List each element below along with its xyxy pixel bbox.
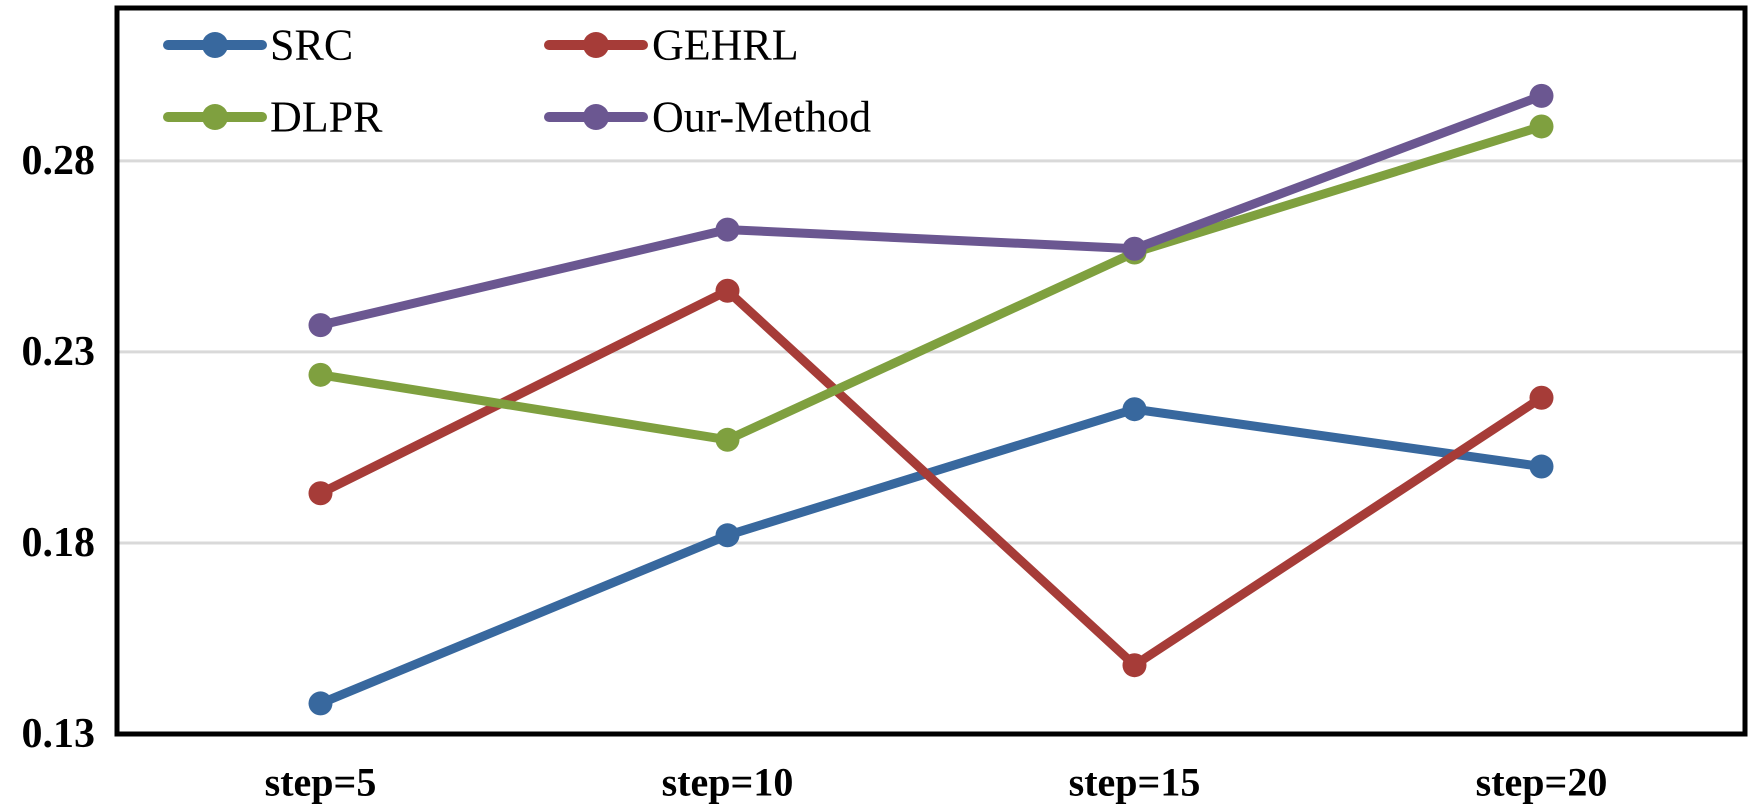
- data-point-DLPR-step=10: [715, 427, 740, 452]
- y-axis-tick-label: 0.28: [22, 138, 96, 184]
- legend-swatch-marker-Our-Method: [583, 104, 609, 130]
- legend-swatch-marker-GEHRL: [583, 32, 609, 58]
- data-point-GEHRL-step=5: [308, 481, 333, 506]
- data-point-DLPR-step=5: [308, 362, 333, 387]
- data-point-Our-Method-step=5: [308, 313, 333, 338]
- data-point-SRC-step=15: [1122, 397, 1147, 422]
- x-axis-tick-label: step=10: [662, 760, 794, 805]
- legend-swatch-marker-SRC: [202, 32, 228, 58]
- data-point-SRC-step=5: [308, 691, 333, 716]
- data-point-SRC-step=10: [715, 523, 740, 548]
- data-point-GEHRL-step=15: [1122, 653, 1147, 678]
- y-axis-tick-label: 0.23: [22, 329, 96, 375]
- data-point-GEHRL-step=10: [715, 278, 740, 303]
- x-axis-tick-label: step=20: [1476, 760, 1608, 805]
- y-axis-tick-label: 0.13: [22, 711, 96, 757]
- data-point-GEHRL-step=20: [1529, 385, 1554, 410]
- series-line-Our-Method: [316, 91, 1546, 330]
- series-line-DLPR: [316, 121, 1546, 445]
- legend-label-Our-Method: Our-Method: [652, 93, 871, 142]
- x-axis-tick-label: step=15: [1069, 760, 1201, 805]
- data-point-Our-Method-step=15: [1122, 236, 1147, 261]
- x-axis-tick-label: step=5: [265, 760, 377, 805]
- y-axis-tick-label: 0.18: [22, 520, 96, 566]
- data-point-Our-Method-step=10: [715, 217, 740, 242]
- series-line-GEHRL: [316, 286, 1546, 670]
- data-point-SRC-step=20: [1529, 454, 1554, 479]
- legend-swatch-marker-DLPR: [202, 104, 228, 130]
- plot-frame: [114, 5, 1748, 737]
- legend-label-SRC: SRC: [270, 21, 353, 70]
- legend-label-DLPR: DLPR: [270, 93, 383, 142]
- legend-label-GEHRL: GEHRL: [652, 21, 799, 70]
- data-point-Our-Method-step=20: [1529, 83, 1554, 108]
- data-point-DLPR-step=20: [1529, 114, 1554, 139]
